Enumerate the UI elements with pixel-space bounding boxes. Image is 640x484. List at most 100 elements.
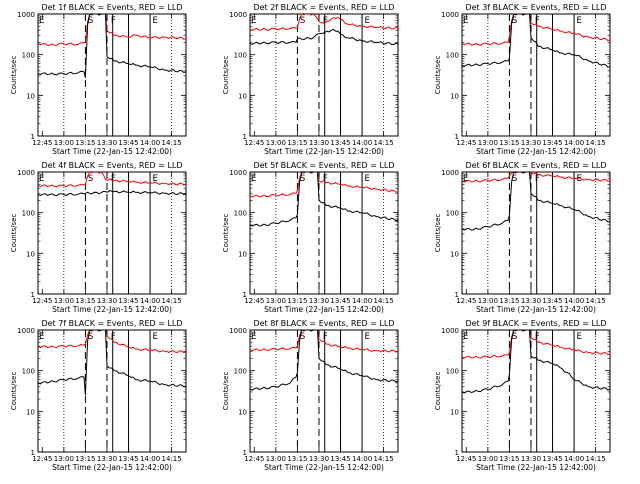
x-tick-label: 14:15 — [162, 455, 182, 463]
x-tick-label: 14:00 — [352, 455, 372, 463]
y-tick-label: 100 — [22, 368, 35, 376]
chart-panel-7: Det 7f BLACK = Events, RED = LLD 1 10 100 10… — [10, 319, 187, 472]
event-marker-label: S — [512, 174, 517, 184]
event-marker-label: F — [535, 16, 540, 26]
event-marker-label: E — [365, 174, 370, 184]
y-tick-label: 10 — [450, 408, 459, 416]
chart-title: Det 9f BLACK = Events, RED = LLD — [465, 319, 606, 328]
series-group — [462, 330, 610, 394]
plot-frame — [249, 13, 399, 137]
y-tick-label: 1000 — [441, 327, 459, 335]
x-tick-label: 13:00 — [266, 297, 286, 305]
series-group — [250, 14, 398, 45]
x-tick-label: 14:15 — [586, 139, 606, 147]
plot-frame — [37, 329, 187, 453]
series-group — [38, 172, 186, 197]
series-group — [250, 172, 398, 227]
y-tick-label: 1 — [243, 449, 247, 457]
y-axis-label: Counts/sec — [10, 56, 18, 95]
x-tick-label: 13:30 — [97, 297, 117, 305]
chart-panel-3: Det 3f BLACK = Events, RED = LLD 1 10 100 10… — [434, 3, 611, 156]
x-axis-label: Start Time (22-Jan-15 12:42:00) — [264, 147, 384, 156]
series-group — [38, 330, 186, 396]
x-tick-label: 12:45 — [456, 455, 476, 463]
x-axis-label: Start Time (22-Jan-15 12:42:00) — [476, 305, 596, 314]
plot-frame — [461, 13, 611, 137]
y-axis-label: Counts/sec — [434, 214, 442, 253]
y-tick-label: 100 — [446, 52, 459, 60]
event-marker-label: S — [300, 174, 305, 184]
y-tick-label: 1 — [31, 449, 35, 457]
chart-panel-2: Det 2f BLACK = Events, RED = LLD 1 10 100 10… — [222, 3, 399, 156]
y-tick-label: 1 — [455, 449, 459, 457]
x-tick-label: 14:15 — [586, 297, 606, 305]
x-tick-label: 13:30 — [97, 139, 117, 147]
event-marker-label: E — [39, 174, 44, 184]
x-tick-label: 13:00 — [54, 455, 74, 463]
x-tick-label: 13:30 — [309, 297, 329, 305]
series-group — [462, 14, 610, 68]
event-marker-label: E — [153, 16, 158, 26]
y-axis-label: Counts/sec — [10, 214, 18, 253]
x-tick-label: 14:00 — [564, 139, 584, 147]
event-marker-label: E — [251, 174, 256, 184]
x-axis-label: Start Time (22-Jan-15 12:42:00) — [476, 147, 596, 156]
chart-title: Det 6f BLACK = Events, RED = LLD — [465, 161, 606, 170]
plot-frame — [461, 329, 611, 453]
x-tick-label: 13:15 — [287, 139, 307, 147]
series-line-events — [38, 330, 186, 396]
plot-frame — [37, 171, 187, 295]
x-axis-label: Start Time (22-Jan-15 12:42:00) — [264, 305, 384, 314]
x-tick-label: 13:00 — [478, 297, 498, 305]
x-tick-label: 13:00 — [54, 139, 74, 147]
y-tick-label: 1000 — [17, 169, 35, 177]
chart-panel-9: Det 9f BLACK = Events, RED = LLD 1 10 100 10… — [434, 319, 611, 472]
chart-title: Det 5f BLACK = Events, RED = LLD — [253, 161, 394, 170]
y-tick-label: 1 — [31, 133, 35, 141]
x-tick-label: 13:00 — [54, 297, 74, 305]
x-tick-label: 13:45 — [542, 455, 562, 463]
event-marker-label: F — [111, 174, 116, 184]
x-tick-label: 12:45 — [32, 455, 52, 463]
chart-title: Det 4f BLACK = Events, RED = LLD — [41, 161, 182, 170]
x-tick-label: 13:15 — [75, 139, 95, 147]
event-marker-label: S — [88, 174, 93, 184]
x-tick-label: 13:00 — [266, 455, 286, 463]
series-line-lld — [250, 14, 398, 32]
event-marker-label: E — [365, 332, 370, 342]
series-line-events — [250, 28, 398, 45]
y-tick-label: 1 — [455, 133, 459, 141]
plot-frame — [37, 13, 187, 137]
x-tick-label: 13:30 — [521, 139, 541, 147]
y-tick-label: 10 — [238, 92, 247, 100]
event-marker-label: S — [300, 332, 305, 342]
x-tick-label: 14:15 — [374, 297, 394, 305]
x-tick-label: 12:45 — [32, 297, 52, 305]
y-tick-label: 10 — [26, 408, 35, 416]
y-tick-label: 1 — [243, 291, 247, 299]
y-tick-label: 1000 — [229, 169, 247, 177]
event-marker-label: S — [300, 16, 305, 26]
plot-frame — [249, 329, 399, 453]
event-marker-label: E — [463, 16, 468, 26]
x-tick-label: 14:00 — [140, 455, 160, 463]
series-line-events — [38, 190, 186, 197]
y-axis-label: Counts/sec — [434, 372, 442, 411]
x-tick-label: 12:45 — [456, 297, 476, 305]
x-tick-label: 13:15 — [499, 455, 519, 463]
x-tick-label: 13:15 — [499, 139, 519, 147]
event-marker-label: F — [535, 332, 540, 342]
chart-panel-5: Det 5f BLACK = Events, RED = LLD 1 10 100 10… — [222, 161, 399, 314]
y-tick-label: 100 — [446, 210, 459, 218]
event-marker-label: S — [88, 16, 93, 26]
x-tick-label: 12:45 — [244, 139, 264, 147]
series-line-events — [462, 330, 610, 394]
x-tick-label: 14:00 — [140, 139, 160, 147]
y-tick-label: 1000 — [441, 11, 459, 19]
y-tick-label: 1000 — [441, 169, 459, 177]
chart-panel-6: Det 6f BLACK = Events, RED = LLD 1 10 100 10… — [434, 161, 611, 314]
y-tick-label: 10 — [26, 250, 35, 258]
x-tick-label: 13:15 — [75, 297, 95, 305]
chart-title: Det 7f BLACK = Events, RED = LLD — [41, 319, 182, 328]
